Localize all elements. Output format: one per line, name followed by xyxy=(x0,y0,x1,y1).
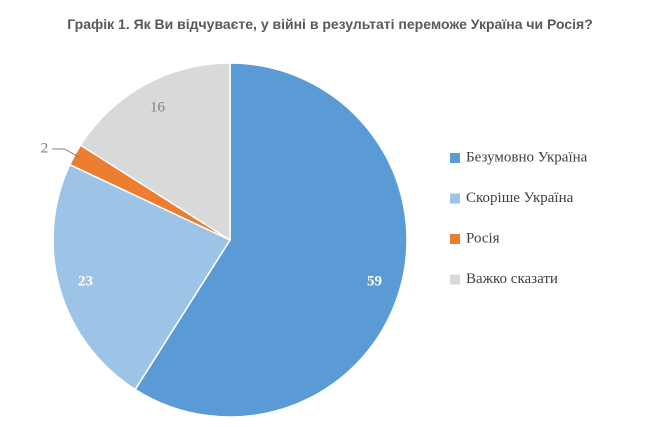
data-label: 16 xyxy=(150,100,166,116)
legend-label: Росія xyxy=(466,230,500,246)
chart-title: Графік 1. Як Ви відчуваєте, у війні в ре… xyxy=(67,16,593,32)
pie-slice xyxy=(52,163,232,391)
legend-swatch xyxy=(450,234,460,244)
legend-swatch xyxy=(450,274,460,285)
legend-label: Безумовно Україна xyxy=(466,149,588,165)
pie-slice xyxy=(79,62,231,242)
leader-line xyxy=(52,148,79,158)
legend-label: Важко сказати xyxy=(466,271,558,287)
legend-swatch xyxy=(450,153,460,163)
data-label: 2 xyxy=(41,140,49,156)
data-label: 59 xyxy=(367,273,382,289)
legend-label: Скоріше Україна xyxy=(466,190,574,206)
legend-swatch xyxy=(450,193,460,204)
data-label: 23 xyxy=(78,273,93,289)
pie-slice xyxy=(134,62,408,418)
